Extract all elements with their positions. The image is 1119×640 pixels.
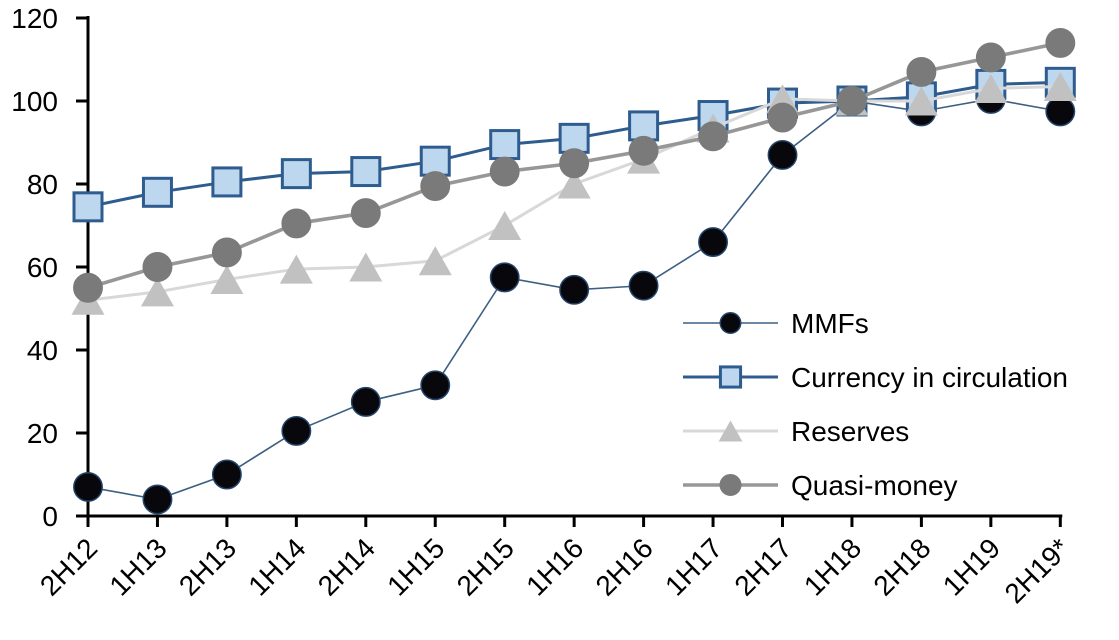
data-point-marker xyxy=(280,158,312,190)
data-point-marker xyxy=(73,272,103,303)
data-point-marker xyxy=(489,156,520,187)
data-point-marker xyxy=(489,262,520,293)
x-tick-label: 1H14 xyxy=(242,532,311,601)
x-tick-label: 2H16 xyxy=(590,532,659,601)
series-quasi-money xyxy=(73,27,1076,303)
x-tick-label: 1H13 xyxy=(103,532,172,601)
data-point-marker xyxy=(767,102,798,133)
y-tick-label: 100 xyxy=(11,86,58,117)
data-point-marker xyxy=(72,191,104,223)
data-point-marker xyxy=(142,484,173,515)
data-point-marker xyxy=(559,274,590,305)
y-tick-label: 20 xyxy=(27,418,58,449)
legend-label: Currency in circulation xyxy=(791,362,1068,393)
data-point-marker xyxy=(281,208,312,239)
x-tick-label: 2H12 xyxy=(34,532,103,601)
data-point-marker xyxy=(719,474,742,496)
data-point-marker xyxy=(350,198,381,229)
x-tick-label: 2H19* xyxy=(999,532,1076,609)
data-point-marker xyxy=(628,135,659,166)
legend-item: MMFs xyxy=(683,308,869,339)
data-point-marker xyxy=(281,415,312,446)
x-tick-label: 2H18 xyxy=(867,532,936,601)
data-point-marker xyxy=(718,420,743,442)
data-point-marker xyxy=(210,264,244,294)
data-point-marker xyxy=(974,74,1008,104)
data-point-marker xyxy=(557,169,591,199)
data-point-marker xyxy=(837,86,867,116)
data-point-marker xyxy=(718,365,743,389)
data-point-marker xyxy=(142,252,173,282)
y-tick-label: 0 xyxy=(42,501,58,532)
data-point-marker xyxy=(279,254,313,284)
x-axis-labels: 2H12 1H13 2H13 1H14 2H14 1H15 2H15 1H16 2H16 1H17… xyxy=(34,516,1076,609)
data-point-marker xyxy=(698,121,728,152)
data-point-marker xyxy=(1045,27,1076,58)
x-tick-label: 1H16 xyxy=(520,532,589,601)
data-point-marker xyxy=(350,156,382,188)
x-tick-label: 1H17 xyxy=(659,532,728,601)
y-tick-label: 80 xyxy=(27,169,58,200)
data-point-marker xyxy=(211,237,242,268)
data-point-marker xyxy=(719,312,742,334)
y-axis-ticks: 0 20 40 60 80 100 120 xyxy=(11,3,88,532)
data-point-marker xyxy=(211,459,242,490)
data-point-marker xyxy=(418,246,452,276)
legend-label: Quasi-money xyxy=(791,470,958,501)
data-point-marker xyxy=(559,148,590,179)
data-point-marker xyxy=(1045,96,1076,127)
data-point-marker xyxy=(628,110,660,142)
data-point-marker xyxy=(419,145,451,177)
series-mmfs xyxy=(73,83,1076,515)
data-point-marker xyxy=(420,370,451,401)
data-point-marker xyxy=(558,122,590,154)
legend-label: MMFs xyxy=(791,308,869,339)
data-point-marker xyxy=(420,171,451,202)
legend: MMFs Currency in circulation Reserves Quasi… xyxy=(683,308,1068,501)
data-point-marker xyxy=(1043,71,1077,101)
data-point-marker xyxy=(349,252,383,282)
data-point-marker xyxy=(975,42,1006,73)
data-point-marker xyxy=(488,211,522,240)
legend-item: Reserves xyxy=(683,416,909,447)
data-point-marker xyxy=(489,129,521,161)
x-tick-label: 1H18 xyxy=(798,532,867,601)
data-point-marker xyxy=(140,277,174,307)
x-tick-label: 2H14 xyxy=(312,532,381,601)
x-tick-label: 2H13 xyxy=(173,532,242,601)
legend-label: Reserves xyxy=(791,416,909,447)
data-point-marker xyxy=(628,270,659,301)
data-point-marker xyxy=(767,140,798,170)
y-tick-label: 60 xyxy=(27,252,58,283)
legend-item: Currency in circulation xyxy=(683,362,1068,393)
x-tick-label: 1H15 xyxy=(381,532,450,601)
y-tick-label: 40 xyxy=(27,335,58,366)
data-point-marker xyxy=(211,166,243,198)
data-point-marker xyxy=(141,176,173,208)
y-tick-label: 120 xyxy=(11,3,58,34)
x-tick-label: 2H17 xyxy=(728,532,797,601)
data-point-marker xyxy=(906,56,937,87)
data-point-marker xyxy=(698,227,728,258)
x-tick-label: 2H15 xyxy=(451,532,520,601)
legend-item: Quasi-money xyxy=(683,470,958,501)
data-point-marker xyxy=(73,472,103,502)
data-point-marker xyxy=(904,86,938,116)
x-tick-label: 1H19 xyxy=(937,532,1006,601)
data-point-marker xyxy=(350,386,381,417)
